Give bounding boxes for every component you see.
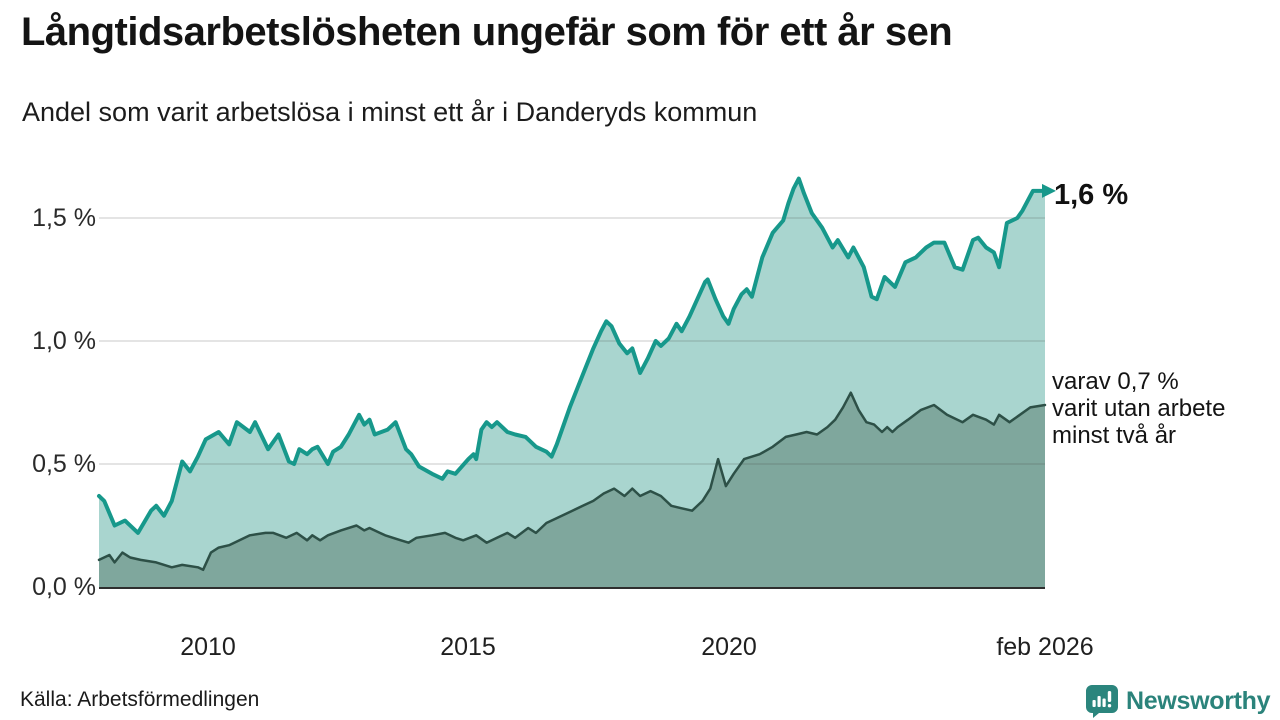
secondary-series-annotation: varav 0,7 % varit utan arbete minst två … (1052, 368, 1225, 449)
chart-subtitle: Andel som varit arbetslösa i minst ett å… (22, 97, 758, 127)
newsworthy-logo: Newsworthy (1085, 684, 1271, 718)
y-tick-label-0-5: 0,5 % (32, 450, 96, 478)
newsworthy-logo-icon (1086, 685, 1118, 718)
annotation-line-1: varav 0,7 % (1052, 368, 1179, 395)
series-lines (97, 176, 1056, 572)
newsworthy-logo-text: Newsworthy (1126, 686, 1271, 715)
x-tick-label-2020: 2020 (701, 633, 757, 661)
annotation-line-3: minst två år (1052, 422, 1177, 449)
x-tick-label-feb-2026: feb 2026 (996, 633, 1094, 661)
area-fills (99, 178, 1045, 587)
page-title: Långtidsarbetslösheten ungefär som för e… (21, 10, 953, 54)
end-value-annotation: 1,6 % (1054, 179, 1129, 211)
unemployed-min-two-years-area (99, 392, 1045, 587)
y-tick-label-1-0: 1,0 % (32, 327, 96, 355)
x-tick-label-2015: 2015 (440, 633, 496, 661)
unemployed-min-one-year-line (97, 176, 1056, 535)
annotation-line-2: varit utan arbete (1052, 395, 1226, 422)
y-tick-label-0-0: 0,0 % (32, 573, 96, 601)
gridlines (99, 217, 1045, 465)
unemployed-min-two-years-line (97, 391, 1047, 572)
x-tick-label-2010: 2010 (180, 633, 236, 661)
source-attribution: Källa: Arbetsförmedlingen (20, 688, 260, 711)
y-tick-label-1-5: 1,5 % (32, 204, 96, 232)
